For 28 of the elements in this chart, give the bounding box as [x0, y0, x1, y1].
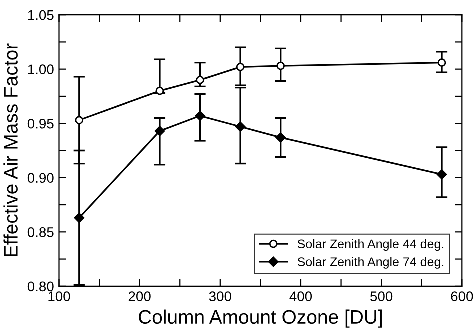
x-tick-label: 300 [209, 292, 232, 302]
point [235, 122, 246, 132]
point [154, 126, 166, 136]
point [236, 63, 245, 72]
y-tick-label: 0.90 [28, 173, 54, 184]
point [276, 132, 286, 143]
x-tick-label: 600 [451, 292, 474, 302]
point [75, 116, 84, 125]
y-tick-label: 0.95 [28, 118, 54, 129]
y-tick-label: 0.80 [28, 282, 54, 292]
point [438, 58, 446, 67]
x-tick-label: 100 [48, 292, 70, 302]
point [196, 76, 204, 84]
legend-label: Solar Zenith Angle 44 deg. [298, 239, 444, 252]
x-tick-label: 400 [290, 292, 312, 302]
y-tick-label: 0.85 [28, 227, 54, 238]
y-tick-label: 1.00 [28, 64, 54, 75]
x-tick-label: 500 [370, 292, 393, 302]
x-axis-title: Column Amount Ozone [DU] [139, 310, 382, 328]
y-axis-title: Effective Air Mass Factor [4, 44, 18, 256]
point [156, 86, 164, 96]
point [195, 110, 206, 122]
point [276, 62, 286, 70]
point [74, 212, 85, 224]
legend-label: Solar Zenith Angle 74 deg. [298, 257, 444, 269]
x-tick-label: 200 [128, 292, 151, 302]
point [436, 170, 448, 180]
y-tick-label: 1.05 [28, 10, 54, 20]
